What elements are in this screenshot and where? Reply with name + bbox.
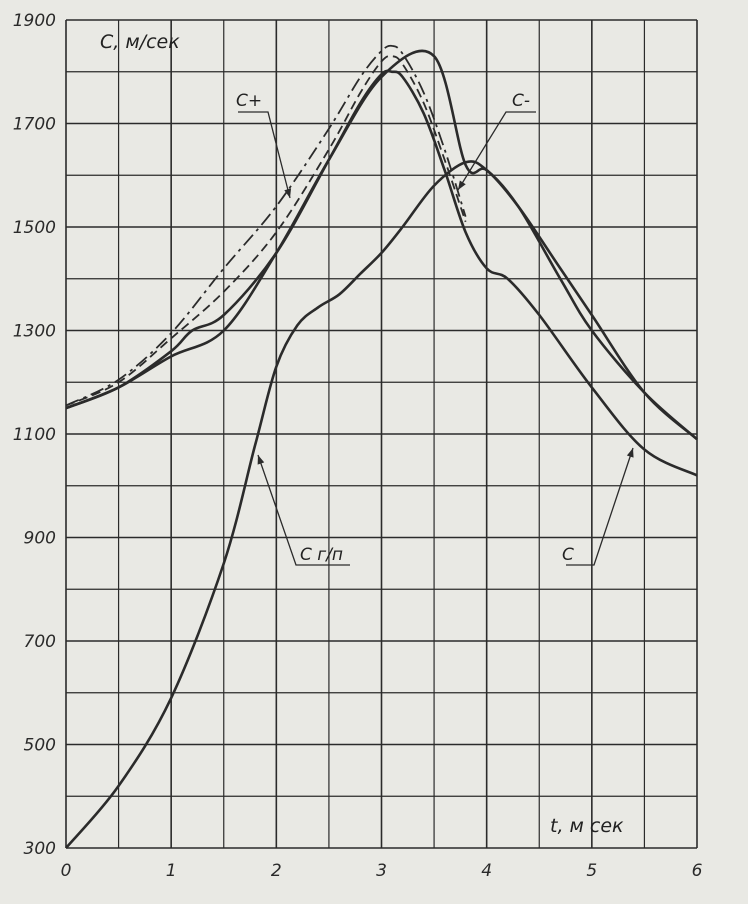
tick-labels: 300 500 700 900 1100 1300 1500 1700 1900 0 1 2 3 4 5 6: [13, 11, 703, 881]
series-layer: [65, 44, 698, 849]
x-tick-label: 4: [481, 861, 492, 881]
x-tick-label: 0: [61, 861, 72, 881]
x-tick-label: 5: [586, 861, 597, 881]
y-tick-label: 300: [24, 839, 56, 859]
y-tick-label: 700: [24, 632, 56, 652]
arrow-c: [626, 448, 634, 458]
y-axis-title: С, м/сек: [100, 31, 180, 53]
label-c: С: [562, 545, 574, 565]
y-tick-label: 1500: [13, 218, 56, 238]
y-tick-label: 1300: [13, 322, 56, 342]
label-c-gas-products: С г/п: [300, 545, 343, 565]
label-c-minus: С-: [512, 91, 530, 111]
x-tick-label: 1: [166, 861, 177, 881]
annotation-leaders: [238, 111, 634, 566]
y-tick-label: 1100: [13, 425, 56, 445]
series-c-dashed: [65, 55, 467, 407]
arrow-c-gas-products: [257, 455, 265, 465]
y-tick-label: 900: [24, 529, 56, 549]
y-tick-label: 1700: [13, 115, 56, 135]
x-axis-title: t, м сек: [550, 815, 624, 837]
x-tick-label: 2: [271, 861, 282, 881]
y-tick-label: 1900: [13, 11, 56, 31]
series-c-minus: [65, 49, 698, 441]
x-tick-label: 3: [376, 861, 387, 881]
label-c-plus: С+: [236, 91, 262, 111]
y-tick-label: 500: [24, 736, 56, 756]
series-c-gas-products: [65, 160, 698, 849]
x-tick-label: 6: [692, 861, 703, 881]
arrow-c-plus: [284, 188, 292, 198]
leader-c: [566, 447, 634, 566]
leader-c-gas-products: [257, 454, 350, 566]
arrow-c-minus: [458, 180, 466, 190]
series-c-plus: [65, 44, 467, 407]
series-c: [65, 69, 698, 477]
leader-c-plus: [238, 111, 291, 199]
leader-c-minus: [457, 111, 536, 191]
